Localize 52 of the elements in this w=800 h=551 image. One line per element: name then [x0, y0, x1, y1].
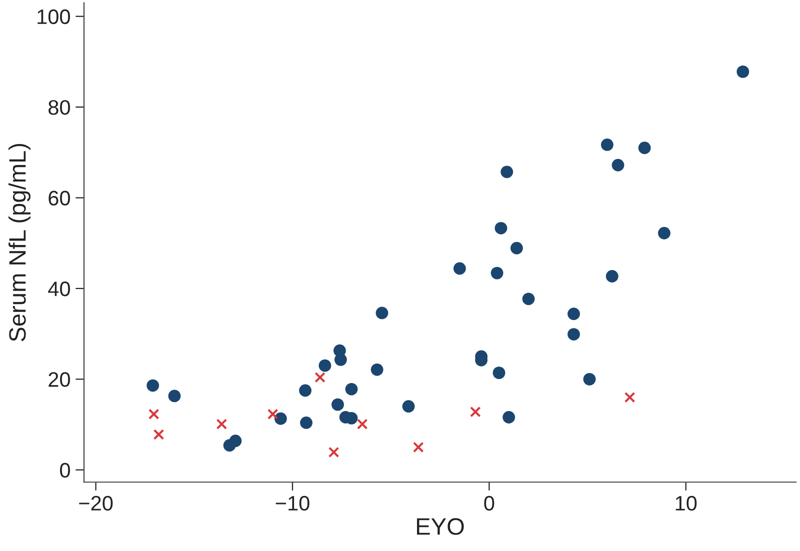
point — [356, 418, 368, 430]
point — [568, 308, 580, 320]
y-tick-label: 20 — [48, 372, 70, 387]
point — [146, 379, 160, 392]
point — [334, 353, 347, 366]
point — [453, 262, 466, 275]
point — [229, 434, 242, 448]
point — [583, 372, 596, 386]
point — [370, 363, 384, 376]
point — [332, 398, 344, 411]
x-tick-label: 0 — [484, 496, 494, 511]
point — [606, 270, 618, 282]
point — [492, 366, 506, 380]
point — [328, 446, 340, 458]
point — [148, 408, 160, 420]
point — [500, 166, 514, 178]
point — [267, 408, 278, 420]
x-tick-label: −10 — [276, 496, 310, 511]
y-tick-label: 40 — [48, 281, 70, 296]
point — [402, 400, 415, 413]
point — [274, 412, 287, 425]
point — [314, 372, 326, 383]
point — [522, 292, 535, 306]
point — [376, 306, 388, 320]
y-tick-label: 0 — [60, 462, 70, 478]
point — [638, 142, 651, 154]
point — [168, 390, 181, 402]
point — [153, 429, 164, 440]
point — [412, 442, 424, 453]
point — [568, 328, 580, 340]
y-tick-label: 100 — [38, 9, 70, 24]
point — [470, 406, 481, 418]
y-axis-title: Serum NfL (pg/mL) — [8, 144, 30, 342]
point — [502, 411, 516, 424]
point — [658, 226, 670, 240]
point — [300, 416, 312, 429]
point — [299, 384, 312, 397]
point — [345, 382, 358, 396]
point — [494, 222, 508, 234]
point — [216, 418, 228, 430]
point — [490, 266, 504, 280]
x-axis-title: EYO — [417, 518, 464, 535]
point — [510, 242, 523, 254]
point — [624, 392, 636, 403]
x-tick-label: −20 — [79, 496, 113, 511]
y-tick-label: 80 — [48, 100, 70, 115]
point — [612, 158, 624, 172]
point — [736, 65, 750, 78]
x-tick-label: 10 — [676, 496, 697, 511]
point — [600, 138, 614, 151]
point — [318, 359, 332, 372]
y-tick-label: 60 — [48, 190, 70, 206]
